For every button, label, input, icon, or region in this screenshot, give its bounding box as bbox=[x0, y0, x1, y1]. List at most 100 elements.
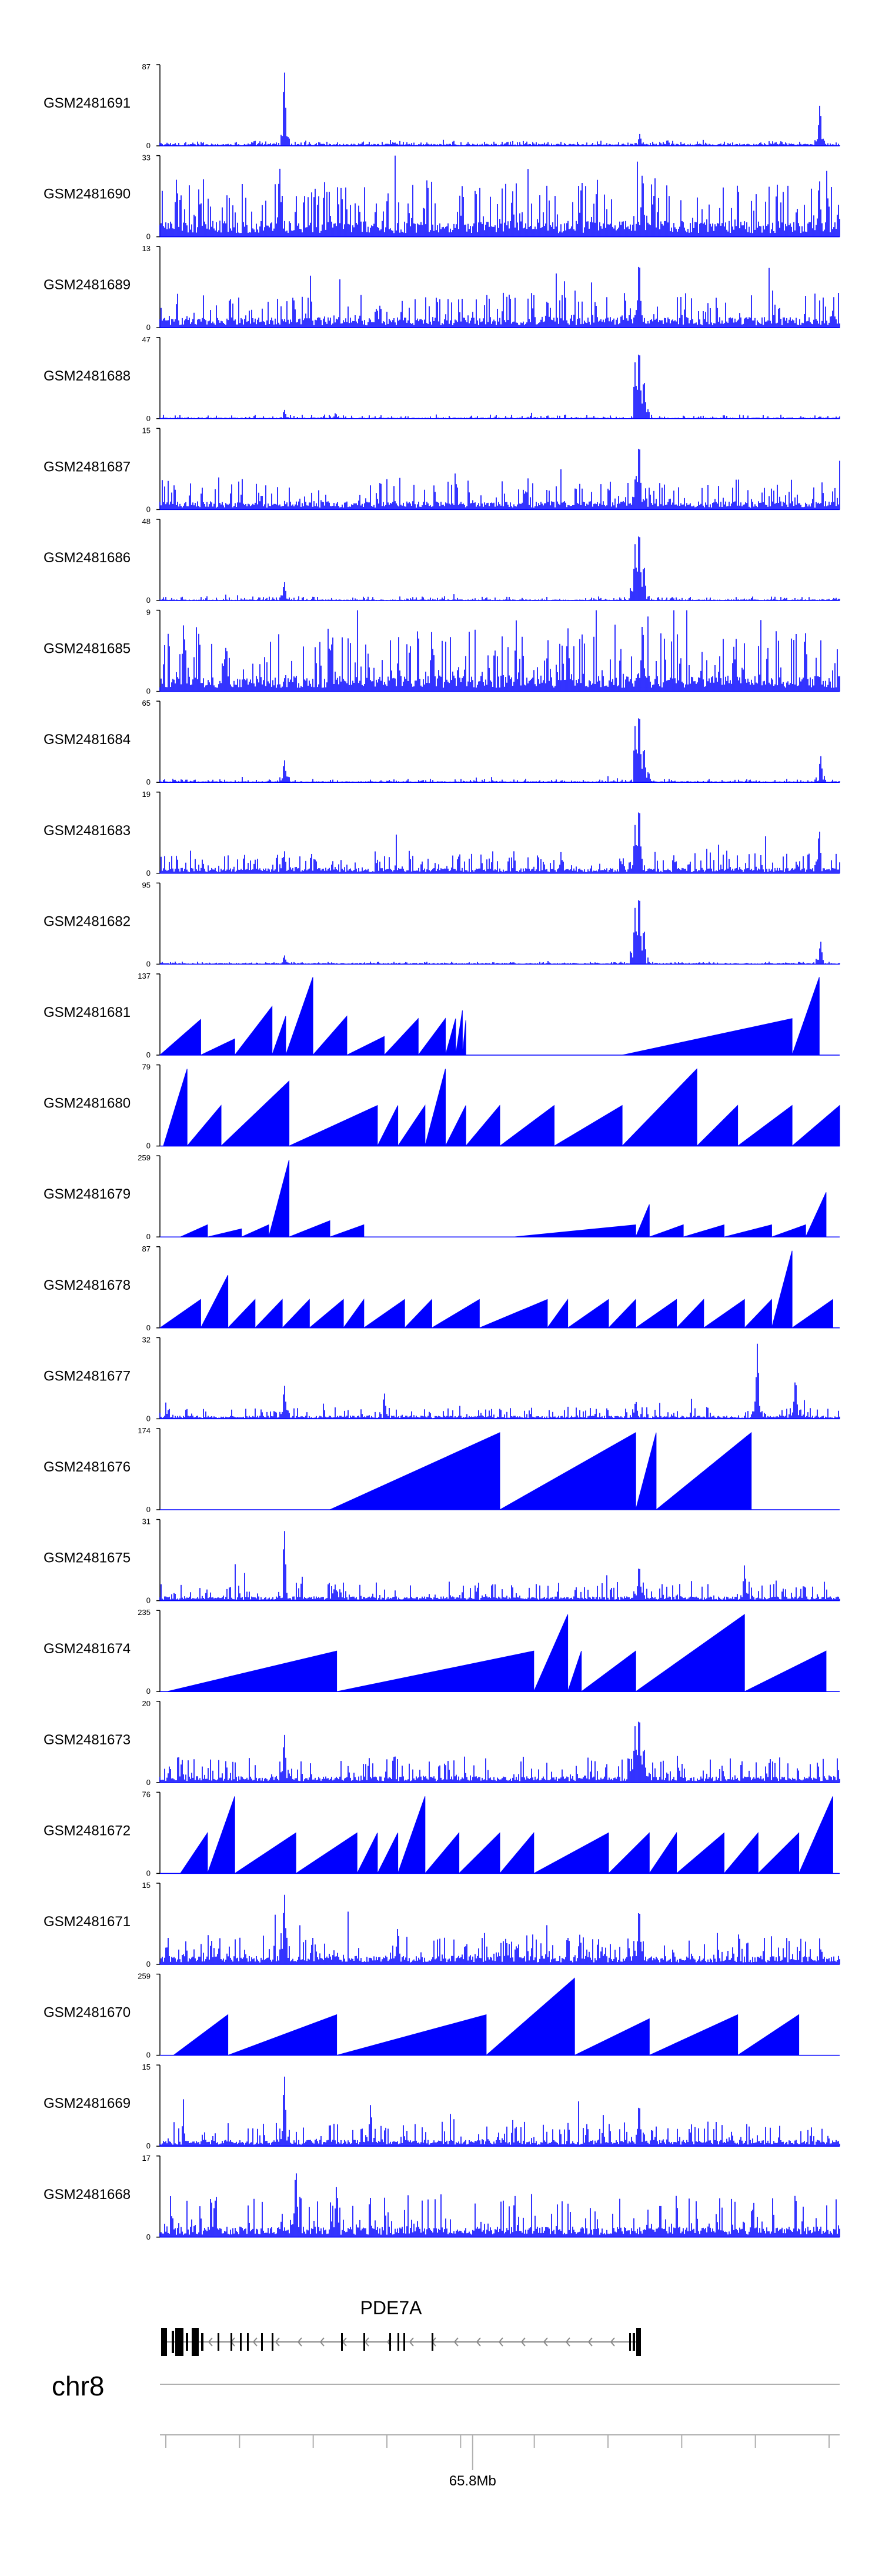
coordinate-axis: chr8 65.8Mb bbox=[52, 2371, 840, 2489]
strand-arrow bbox=[409, 2337, 414, 2347]
track-min-label: 0 bbox=[146, 1050, 151, 1059]
gene-model bbox=[161, 2328, 641, 2356]
axis-ticks bbox=[165, 2435, 830, 2470]
track-min-label: 0 bbox=[146, 1142, 151, 1150]
track-min-label: 0 bbox=[146, 1687, 151, 1696]
track-min-label: 0 bbox=[146, 414, 151, 423]
track-label: GSM2481677 bbox=[44, 1368, 131, 1384]
track-GSM2481668: GSM2481668 17 0 bbox=[44, 2154, 840, 2241]
track-max-label: 17 bbox=[142, 2154, 151, 2163]
track-GSM2481675: GSM2481675 31 0 bbox=[44, 1517, 840, 1605]
track-min-label: 0 bbox=[146, 505, 151, 513]
track-max-label: 76 bbox=[142, 1790, 151, 1798]
track-max-label: 15 bbox=[142, 426, 151, 435]
track-label: GSM2481688 bbox=[44, 368, 131, 384]
track-label: GSM2481681 bbox=[44, 1005, 131, 1020]
track-GSM2481690: GSM2481690 33 0 bbox=[44, 154, 840, 241]
track-max-label: 20 bbox=[142, 1699, 151, 1708]
coverage-area bbox=[159, 2076, 840, 2147]
coverage-area bbox=[163, 1068, 840, 1147]
track-label: GSM2481686 bbox=[44, 550, 131, 566]
track-max-label: 87 bbox=[142, 1244, 151, 1253]
gene-track: PDE7A bbox=[161, 2297, 641, 2356]
track-max-label: 174 bbox=[138, 1426, 151, 1435]
track-min-label: 0 bbox=[146, 2233, 151, 2241]
track-max-label: 48 bbox=[142, 517, 151, 526]
track-max-label: 259 bbox=[138, 1972, 151, 1981]
track-label: GSM2481690 bbox=[44, 186, 131, 202]
track-max-label: 47 bbox=[142, 335, 151, 344]
exon bbox=[633, 2333, 635, 2351]
track-max-label: 79 bbox=[142, 1063, 151, 1072]
track-GSM2481688: GSM2481688 47 0 bbox=[44, 335, 840, 423]
track-min-label: 0 bbox=[146, 1868, 151, 1877]
track-GSM2481687: GSM2481687 15 0 bbox=[44, 426, 840, 513]
track-min-label: 0 bbox=[146, 869, 151, 877]
track-GSM2481670: GSM2481670 259 0 bbox=[44, 1972, 840, 2060]
exon bbox=[192, 2328, 199, 2356]
strand-arrow bbox=[498, 2337, 503, 2347]
strand-arrow bbox=[610, 2337, 615, 2347]
coverage-area bbox=[159, 266, 840, 328]
track-label: GSM2481685 bbox=[44, 641, 131, 657]
coverage-area bbox=[159, 536, 840, 600]
track-GSM2481681: GSM2481681 137 0 bbox=[44, 972, 840, 1059]
coverage-area bbox=[159, 900, 840, 965]
coverage-area bbox=[179, 1796, 833, 1874]
track-label: GSM2481689 bbox=[44, 277, 131, 293]
track-max-label: 13 bbox=[142, 244, 151, 253]
coverage-area bbox=[159, 610, 840, 692]
exon bbox=[629, 2333, 631, 2351]
coverage-area bbox=[159, 1894, 840, 1964]
track-label: GSM2481672 bbox=[44, 1823, 131, 1838]
strand-arrow bbox=[565, 2337, 570, 2347]
coverage-area bbox=[159, 355, 840, 419]
track-max-label: 15 bbox=[142, 1881, 151, 1890]
exon bbox=[636, 2328, 641, 2356]
exon bbox=[218, 2333, 219, 2351]
strand-arrow bbox=[297, 2337, 302, 2347]
track-min-label: 0 bbox=[146, 959, 151, 968]
exon bbox=[389, 2333, 391, 2351]
track-min-label: 0 bbox=[146, 2051, 151, 2060]
track-GSM2481680: GSM2481680 79 0 bbox=[44, 1063, 840, 1150]
track-min-label: 0 bbox=[146, 141, 151, 150]
track-GSM2481671: GSM2481671 15 0 bbox=[44, 1881, 840, 1968]
coverage-area bbox=[166, 1614, 827, 1692]
strand-arrow bbox=[543, 2337, 548, 2347]
strand-arrow bbox=[520, 2337, 526, 2347]
track-label: GSM2481680 bbox=[44, 1096, 131, 1112]
track-label: GSM2481683 bbox=[44, 823, 131, 839]
track-label: GSM2481674 bbox=[44, 1641, 131, 1657]
track-GSM2481683: GSM2481683 19 0 bbox=[44, 790, 840, 877]
track-min-label: 0 bbox=[146, 1505, 151, 1514]
track-label: GSM2481678 bbox=[44, 1277, 131, 1293]
track-GSM2481691: GSM2481691 87 0 bbox=[44, 62, 840, 150]
coverage-tracks: GSM2481691870GSM2481690330GSM2481689130G… bbox=[44, 62, 840, 2241]
exon bbox=[432, 2333, 433, 2351]
track-label: GSM2481668 bbox=[44, 2187, 131, 2203]
track-max-label: 15 bbox=[142, 2063, 151, 2071]
coverage-area bbox=[159, 1343, 840, 1419]
exon bbox=[397, 2333, 399, 2351]
strand-arrow bbox=[208, 2337, 213, 2347]
track-GSM2481682: GSM2481682 95 0 bbox=[44, 880, 840, 968]
track-min-label: 0 bbox=[146, 596, 151, 605]
track-max-label: 259 bbox=[138, 1153, 151, 1162]
coverage-area bbox=[159, 977, 840, 1056]
coverage-area bbox=[172, 1977, 800, 2056]
track-max-label: 235 bbox=[138, 1608, 151, 1617]
track-GSM2481677: GSM2481677 32 0 bbox=[44, 1335, 840, 1423]
exon bbox=[261, 2333, 263, 2351]
track-max-label: 137 bbox=[138, 972, 151, 980]
track-GSM2481685: GSM2481685 9 0 bbox=[44, 608, 840, 696]
track-min-label: 0 bbox=[146, 1323, 151, 1332]
coverage-area bbox=[180, 1159, 827, 1237]
strand-arrow bbox=[275, 2337, 280, 2347]
track-max-label: 87 bbox=[142, 62, 151, 71]
coverage-area bbox=[159, 1250, 833, 1329]
coverage-area bbox=[159, 449, 840, 510]
track-label: GSM2481684 bbox=[44, 732, 131, 748]
track-label: GSM2481675 bbox=[44, 1550, 131, 1566]
coverage-area bbox=[159, 812, 840, 873]
